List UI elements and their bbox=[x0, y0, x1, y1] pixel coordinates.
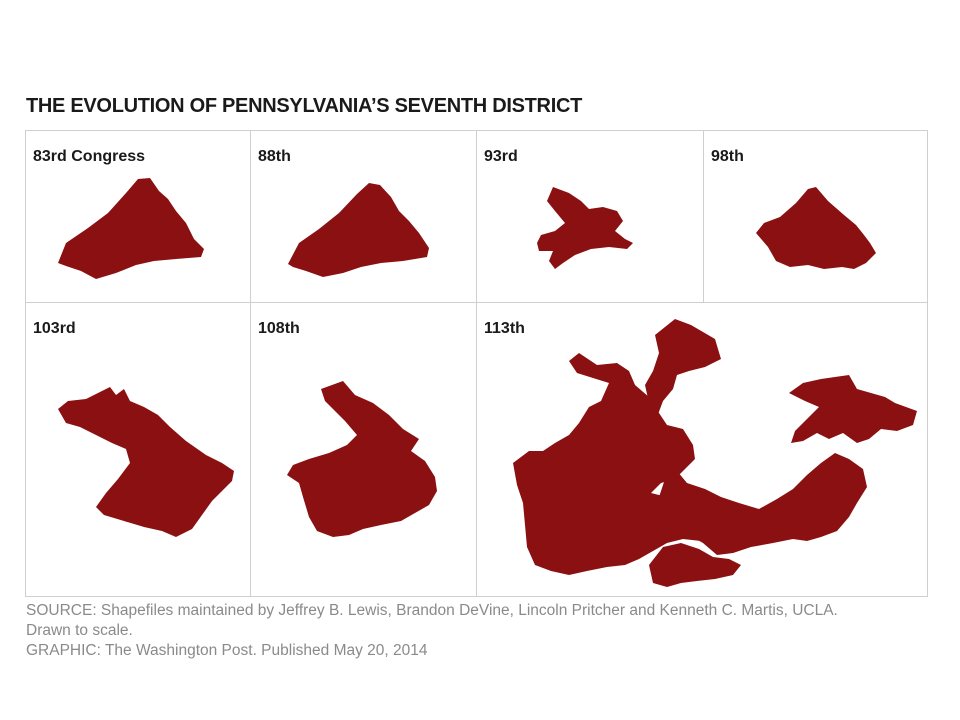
district-shape-98th bbox=[756, 187, 876, 269]
district-shape-93rd bbox=[537, 187, 633, 269]
district-shape-83rd bbox=[58, 178, 204, 279]
panel-113th: 113th bbox=[476, 302, 928, 597]
district-shape-108th bbox=[287, 381, 437, 537]
source-note: SOURCE: Shapefiles maintained by Jeffrey… bbox=[26, 602, 838, 619]
panel-103rd: 103rd bbox=[25, 302, 251, 597]
panel-label-88th: 88th bbox=[258, 148, 291, 165]
panel-label-103rd: 103rd bbox=[33, 320, 76, 337]
graphic-credit: GRAPHIC: The Washington Post. Published … bbox=[26, 642, 428, 659]
panel-label-108th: 108th bbox=[258, 320, 300, 337]
chart-title: THE EVOLUTION OF PENNSYLVANIA’S SEVENTH … bbox=[26, 95, 583, 117]
panel-label-113th: 113th bbox=[484, 320, 525, 337]
district-shape-113th bbox=[513, 319, 917, 587]
panel-83rd-congress: 83rd Congress bbox=[25, 130, 251, 303]
panel-label-93rd: 93rd bbox=[484, 148, 518, 165]
panel-label-83rd: 83rd Congress bbox=[33, 148, 146, 165]
panel-88th: 88th bbox=[250, 130, 477, 303]
district-shape-103rd bbox=[58, 387, 234, 537]
panel-93rd: 93rd bbox=[476, 130, 704, 303]
chart-footer: SOURCE: Shapefiles maintained by Jeffrey… bbox=[26, 601, 926, 661]
panel-108th: 108th bbox=[250, 302, 477, 597]
district-shape-88th bbox=[288, 183, 429, 277]
panel-98th: 98th bbox=[703, 130, 928, 303]
scale-note: Drawn to scale. bbox=[26, 622, 133, 639]
panel-label-98th: 98th bbox=[711, 148, 744, 165]
